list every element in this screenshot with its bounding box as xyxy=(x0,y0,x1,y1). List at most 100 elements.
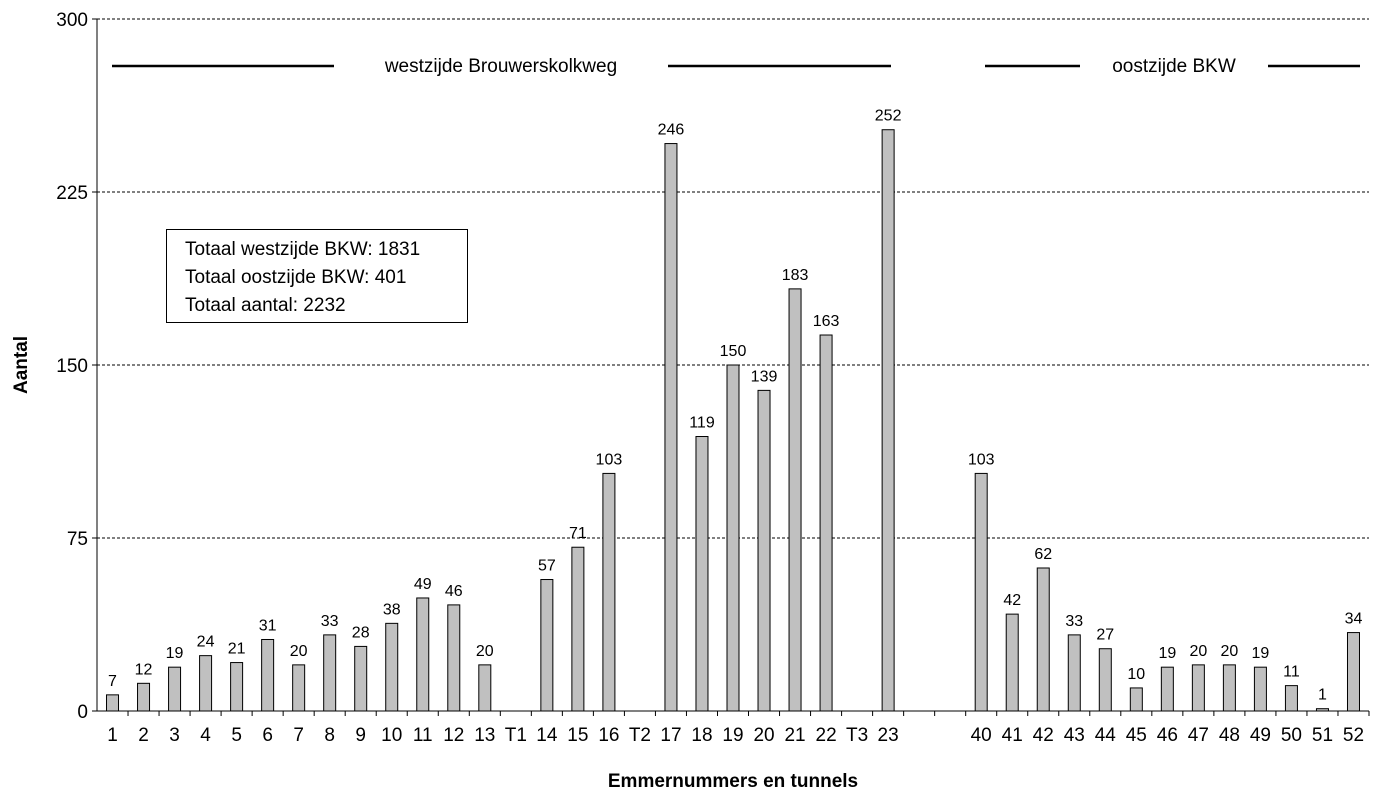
bar-value-label: 7 xyxy=(108,673,117,690)
bar xyxy=(540,579,554,712)
bar-value-label: 24 xyxy=(197,634,215,651)
x-tick-label: 13 xyxy=(474,725,495,746)
bar xyxy=(385,622,399,712)
bar-value-label: 12 xyxy=(135,661,153,678)
x-tick-label: 10 xyxy=(381,725,402,746)
bar-value-label: 1 xyxy=(1318,687,1327,704)
bar xyxy=(1036,567,1050,712)
bar-value-label: 49 xyxy=(414,576,432,593)
x-tick-label: 23 xyxy=(878,725,899,746)
x-tick-label: 17 xyxy=(660,725,681,746)
bar-value-label: 27 xyxy=(1096,627,1114,644)
bar-value-label: 119 xyxy=(689,415,715,432)
bar xyxy=(1160,666,1174,712)
x-tick-label: 44 xyxy=(1095,725,1117,746)
bar xyxy=(1098,648,1112,712)
bar-value-label: 150 xyxy=(720,343,747,360)
bar-value-label: 163 xyxy=(813,313,840,330)
x-tick-label: 2 xyxy=(138,725,149,746)
bar xyxy=(1191,664,1205,712)
x-tick-label: 21 xyxy=(784,725,805,746)
x-tick-label: 19 xyxy=(722,725,743,746)
x-tick-labels: 1 2 3 4 5 6 7 8 9 10 11 12 13 T1 14 15 16 T2 17 18 19 20 21 22 T… xyxy=(107,725,1364,746)
bar-value-label: 10 xyxy=(1127,666,1145,683)
x-tick-label: 11 xyxy=(413,725,433,746)
y-tick-labels: 0 75 150 225 300 xyxy=(56,10,88,723)
bar-value-label: 20 xyxy=(290,643,308,660)
bar xyxy=(230,662,244,712)
x-tick-label: 5 xyxy=(231,725,242,746)
x-tick-label: 8 xyxy=(324,725,335,746)
x-tick-label: 22 xyxy=(816,725,837,746)
bar xyxy=(571,546,585,712)
x-tick-label: 48 xyxy=(1219,725,1240,746)
bar-value-label: 19 xyxy=(166,645,184,662)
y-tick-label: 0 xyxy=(77,702,88,723)
bar-value-label: 20 xyxy=(476,643,494,660)
bar xyxy=(323,634,337,712)
bar xyxy=(261,638,275,712)
x-tick-label: 6 xyxy=(262,725,273,746)
bar-value-label: 19 xyxy=(1158,645,1176,662)
bar xyxy=(695,436,709,712)
axes xyxy=(92,18,1370,716)
bars xyxy=(106,129,1360,712)
bar xyxy=(1346,632,1360,712)
bar-value-label: 252 xyxy=(875,108,902,125)
x-tick-label: 46 xyxy=(1157,725,1178,746)
y-tick-label: 225 xyxy=(56,183,88,204)
y-tick-label: 150 xyxy=(56,356,88,377)
bar-value-label: 103 xyxy=(596,451,623,468)
bar xyxy=(819,334,833,712)
bar xyxy=(974,472,988,712)
bar-value-label: 183 xyxy=(782,267,809,284)
bar-value-label: 34 xyxy=(1345,611,1363,628)
x-tick-label: 16 xyxy=(598,725,619,746)
bar-value-label: 246 xyxy=(658,122,685,139)
bar-value-label: 21 xyxy=(228,641,246,658)
bar-value-label: 139 xyxy=(751,368,778,385)
bar-value-label: 42 xyxy=(1003,592,1021,609)
x-tick-label: 45 xyxy=(1126,725,1147,746)
bar xyxy=(1222,664,1236,712)
x-tick-label: 4 xyxy=(200,725,211,746)
x-tick-label: T2 xyxy=(629,725,651,746)
bar-value-label: 31 xyxy=(259,617,277,634)
y-tick-label: 300 xyxy=(56,10,88,31)
x-tick-label: 7 xyxy=(293,725,304,746)
x-tick-label: 40 xyxy=(971,725,992,746)
x-tick-label: 9 xyxy=(355,725,366,746)
x-tick-label: 41 xyxy=(1002,725,1023,746)
x-tick-label: 1 xyxy=(107,725,118,746)
bar xyxy=(478,664,492,712)
summary-box: Totaal westzijde BKW: 1831 Totaal oostzi… xyxy=(166,229,468,323)
section-label-east: oostzijde BKW xyxy=(1112,56,1236,77)
bar xyxy=(664,143,678,712)
x-tick-label: 43 xyxy=(1064,725,1085,746)
bar xyxy=(1253,666,1267,712)
bar xyxy=(199,655,213,712)
bar-value-label: 20 xyxy=(1189,643,1207,660)
bar-value-label: 11 xyxy=(1283,664,1300,681)
bar xyxy=(726,364,740,712)
bar xyxy=(137,682,151,712)
bar-value-label: 103 xyxy=(968,451,995,468)
bar xyxy=(168,666,182,712)
bar xyxy=(1005,613,1019,712)
summary-west-total: Totaal westzijde BKW: 1831 xyxy=(185,239,421,260)
x-tick-label: 12 xyxy=(443,725,464,746)
x-axis-label: Emmernummers en tunnels xyxy=(608,771,858,792)
bar xyxy=(602,472,616,712)
bar xyxy=(881,129,895,712)
x-tick-label: 51 xyxy=(1312,725,1333,746)
bar xyxy=(757,389,771,712)
y-tick-label: 75 xyxy=(67,529,88,550)
bar-value-label: 46 xyxy=(445,583,463,600)
bar-value-label: 33 xyxy=(321,613,339,630)
chart-title: …, … xyxy=(714,0,765,1)
x-tick-label: 50 xyxy=(1281,725,1302,746)
x-tick-label: 52 xyxy=(1343,725,1364,746)
bar-value-label: 71 xyxy=(569,525,587,542)
